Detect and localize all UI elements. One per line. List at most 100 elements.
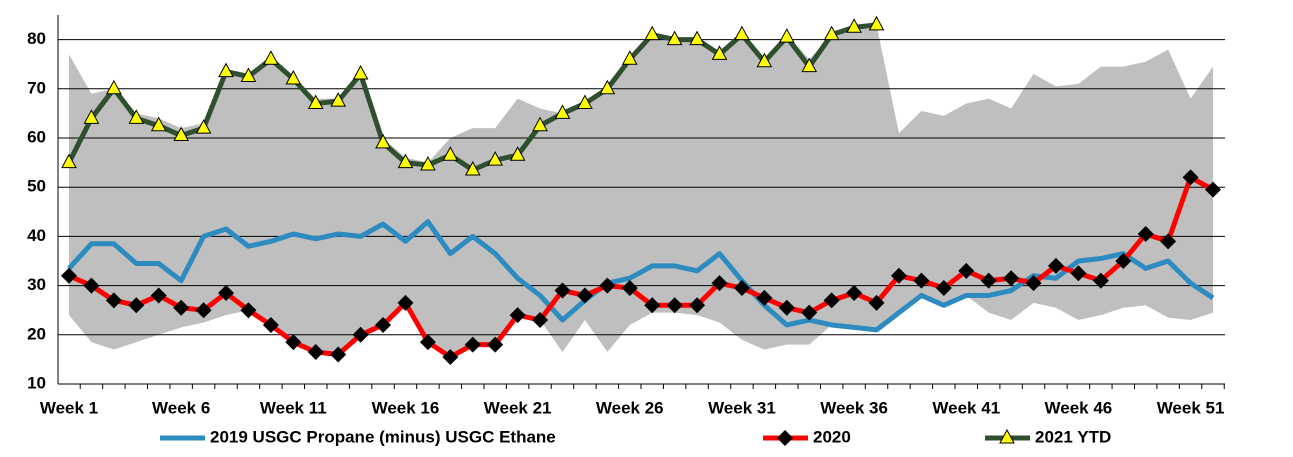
marker [330, 92, 347, 107]
x-tick-label: Week 51 [1157, 398, 1225, 417]
marker [1003, 270, 1020, 287]
marker [419, 334, 436, 351]
marker [1182, 169, 1199, 186]
x-tick-label: Week 26 [596, 398, 664, 417]
y-tick-label: 50 [27, 177, 46, 196]
marker [464, 160, 481, 176]
marker [823, 292, 840, 309]
marker [1137, 225, 1154, 242]
marker [868, 15, 885, 31]
y-tick-label: 80 [27, 29, 46, 48]
marker [958, 262, 975, 279]
marker [666, 297, 683, 314]
marker [173, 126, 189, 142]
marker [218, 284, 235, 301]
marker [599, 277, 616, 294]
marker [173, 299, 190, 316]
marker [218, 62, 234, 78]
marker [464, 336, 481, 353]
marker [1205, 181, 1221, 198]
marker [890, 267, 907, 284]
marker [509, 307, 526, 324]
marker [1025, 275, 1042, 292]
marker [823, 25, 840, 41]
x-tick-label: Week 16 [372, 398, 440, 417]
marker [689, 30, 705, 46]
marker [666, 30, 683, 46]
marker [756, 52, 773, 68]
marker [1115, 253, 1132, 269]
marker [644, 297, 661, 314]
y-tick-label: 60 [27, 127, 46, 146]
marker [801, 304, 818, 321]
marker [1092, 272, 1109, 289]
marker [621, 50, 638, 65]
marker [689, 297, 706, 314]
marker [240, 67, 257, 82]
marker [554, 282, 571, 299]
marker [307, 344, 324, 361]
marker [105, 292, 122, 309]
legend-label: 2021 YTD [1035, 427, 1111, 446]
marker [240, 302, 257, 319]
marker [487, 151, 504, 166]
marker [195, 302, 212, 319]
series-line [67, 174, 1215, 360]
x-tick-label: Week 31 [708, 398, 776, 417]
legend-label: 2019 USGC Propane (minus) USGC Ethane [210, 427, 556, 446]
marker [83, 109, 100, 124]
marker [487, 336, 504, 353]
marker [577, 94, 593, 110]
marker [150, 116, 167, 132]
marker [375, 133, 391, 149]
marker [778, 299, 795, 316]
x-tick-label: Week 1 [40, 398, 98, 417]
marker [375, 316, 392, 333]
y-tick-label: 70 [27, 78, 46, 97]
marker [150, 287, 167, 304]
y-tick-label: 30 [27, 275, 46, 294]
marker [442, 348, 459, 365]
marker [263, 50, 279, 65]
marker [420, 156, 436, 171]
marker [509, 146, 526, 161]
marker [397, 294, 414, 311]
marker [999, 428, 1015, 444]
legend-label: 2020 [813, 427, 851, 446]
marker [554, 104, 571, 119]
marker [801, 57, 818, 73]
y-tick-label: 20 [27, 324, 46, 343]
marker [262, 316, 279, 333]
x-tick-label: Week 21 [484, 398, 552, 417]
marker [846, 284, 863, 301]
marker [644, 25, 661, 41]
marker [397, 153, 414, 169]
x-tick-label: Week 41 [932, 398, 1000, 417]
marker [621, 280, 638, 297]
marker [599, 79, 616, 95]
marker [61, 267, 77, 284]
marker [106, 79, 122, 95]
marker [777, 430, 793, 446]
x-tick-label: Week 11 [260, 398, 327, 417]
marker [307, 94, 324, 110]
marker [846, 18, 862, 33]
marker [1070, 265, 1087, 282]
range-band [69, 24, 1213, 357]
marker [352, 64, 369, 80]
x-tick-label: Week 36 [820, 398, 888, 417]
marker [83, 277, 100, 294]
marker [532, 116, 548, 132]
marker [352, 326, 369, 343]
marker [935, 280, 952, 297]
y-tick-label: 10 [27, 373, 46, 392]
marker [734, 25, 750, 41]
marker [913, 272, 930, 289]
marker [733, 280, 750, 297]
marker [711, 45, 728, 60]
marker [1160, 233, 1177, 250]
marker [442, 146, 459, 161]
marker [532, 312, 549, 329]
marker [576, 287, 593, 304]
